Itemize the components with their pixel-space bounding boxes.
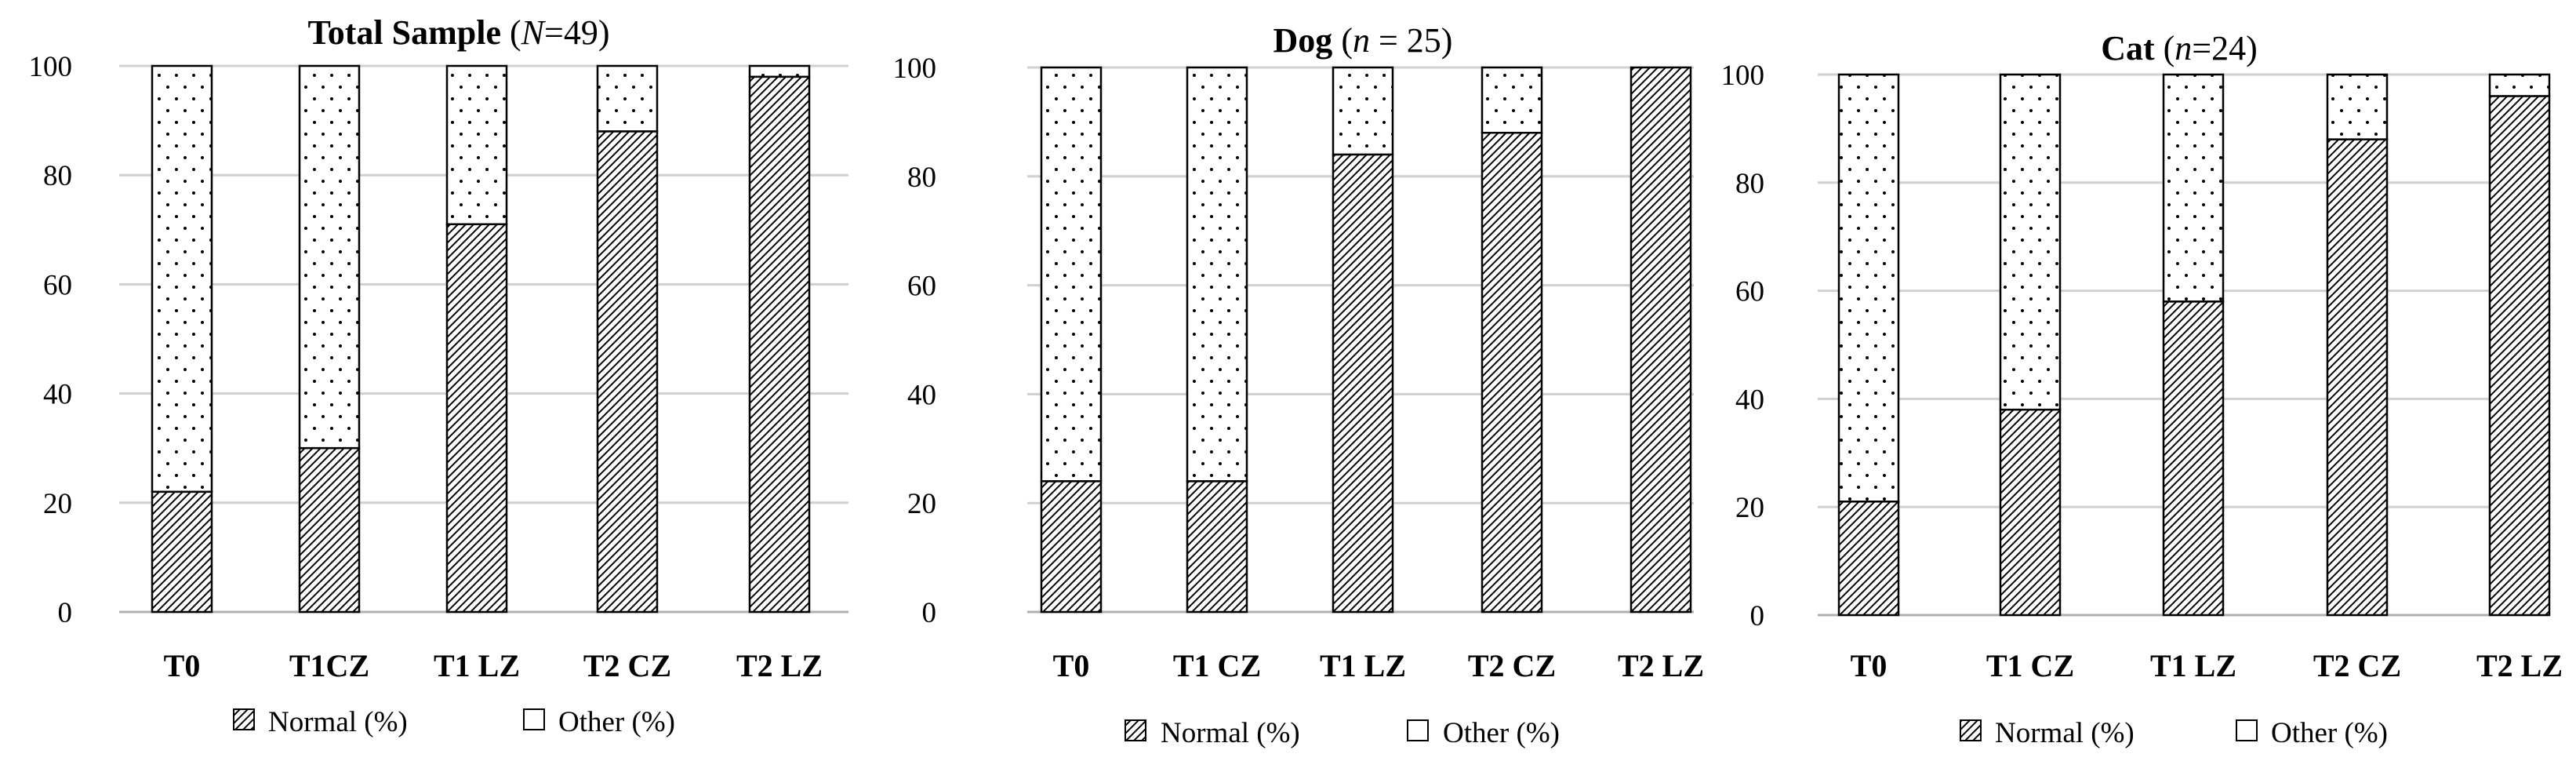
bar-normal-1 <box>151 490 213 614</box>
legend-label-normal: Normal (%) <box>1161 717 1300 749</box>
bar-normal-2 <box>1186 480 1248 614</box>
bar-other-4 <box>1481 66 1543 134</box>
y-tick-label: 40 <box>1735 384 1764 416</box>
legend-label-normal: Normal (%) <box>268 706 408 738</box>
bar-normal-3 <box>445 223 508 614</box>
y-tick-label: 100 <box>893 53 937 85</box>
chart-title-paren-open: ( <box>510 13 521 52</box>
y-tick-label: 100 <box>29 51 73 83</box>
x-category-label: T2 LZ <box>736 648 823 683</box>
x-category-label: T2 CZ <box>2313 648 2401 683</box>
bar-normal-3 <box>2162 300 2225 617</box>
chart-title-n-value: =24 <box>2192 29 2246 67</box>
chart-title-paren-close: ) <box>598 13 610 52</box>
legend: Normal (%) Other (%) <box>1125 717 1560 749</box>
bar-other-1 <box>1837 73 1900 503</box>
chart-title-n-variable: n <box>2175 29 2192 67</box>
x-category-label: T1 CZ <box>1986 648 2074 683</box>
chart-title-paren-open: ( <box>2164 29 2175 67</box>
bar-normal-4 <box>1481 132 1543 614</box>
chart-panel-1: 0 20 40 60 80 100 T0 T1CZ T1 LZ T2 CZ T2 LZ Total S… <box>29 13 848 738</box>
y-tick-label: 0 <box>922 597 937 629</box>
bar-normal-4 <box>596 130 659 614</box>
bar-other-5 <box>748 64 811 78</box>
legend: Normal (%) Other (%) <box>1960 717 2388 749</box>
chart-title-paren-close: ) <box>1441 21 1453 60</box>
legend-label-other: Other (%) <box>1443 717 1560 749</box>
chart-title-paren-open: ( <box>1341 21 1353 60</box>
x-category-label: T1 CZ <box>1173 648 1261 683</box>
x-category-label: T2 CZ <box>1468 648 1556 683</box>
bar-other-2 <box>1999 73 2062 411</box>
bar-other-1 <box>151 64 213 493</box>
y-tick-label: 60 <box>1735 276 1764 308</box>
y-tick-label: 20 <box>907 488 936 520</box>
bar-other-2 <box>1186 66 1248 482</box>
x-category-label: T0 <box>1053 648 1090 683</box>
chart-title-n-value: = 25 <box>1370 21 1441 60</box>
bar-other-4 <box>596 64 659 133</box>
legend-swatch-other <box>523 708 545 730</box>
chart-title: Cat (n=24) <box>2101 29 2258 67</box>
chart-title-n-variable: n <box>1353 21 1370 60</box>
bar-normal-2 <box>1999 408 2062 617</box>
chart-panel-2: 0 20 40 60 80 100 T0 T1 CZ T1 LZ T2 CZ T2 LZ Dog (n… <box>893 21 1705 749</box>
legend-swatch-normal <box>233 708 255 730</box>
bar-normal-1 <box>1837 501 1900 617</box>
bar-normal-5 <box>748 75 811 614</box>
bar-other-5 <box>2488 73 2551 97</box>
chart-title-paren-close: ) <box>2246 29 2258 67</box>
chart-title-n-variable: N <box>521 13 547 52</box>
y-tick-label: 80 <box>1735 168 1764 200</box>
legend-swatch-normal <box>1125 719 1146 741</box>
bar-other-1 <box>1040 66 1103 482</box>
x-category-label: T1 LZ <box>434 648 520 683</box>
x-category-label: T2 CZ <box>583 648 671 683</box>
y-tick-label: 60 <box>43 269 72 301</box>
legend: Normal (%) Other (%) <box>233 706 675 738</box>
y-tick-label: 0 <box>1750 600 1765 632</box>
chart-title: Dog (n = 25) <box>1273 21 1453 60</box>
y-tick-label: 100 <box>1721 60 1765 92</box>
legend-label-other: Other (%) <box>558 706 675 738</box>
bar-normal-2 <box>298 446 361 614</box>
y-tick-label: 20 <box>43 488 72 520</box>
bar-normal-5 <box>1630 66 1692 614</box>
bar-normal-4 <box>2326 138 2389 617</box>
bar-normal-5 <box>2488 95 2551 617</box>
x-category-label: T1CZ <box>289 648 369 683</box>
y-tick-label: 60 <box>907 271 936 303</box>
x-category-label: T1 LZ <box>2150 648 2236 683</box>
y-tick-label: 80 <box>43 160 72 192</box>
y-tick-label: 80 <box>907 162 936 194</box>
x-category-label: T1 LZ <box>1320 648 1406 683</box>
legend-swatch-other <box>2236 719 2258 741</box>
bar-normal-1 <box>1040 480 1103 614</box>
x-category-label: T2 LZ <box>1618 648 1704 683</box>
bar-other-3 <box>2162 73 2225 303</box>
legend-swatch-other <box>1407 719 1429 741</box>
bar-other-3 <box>445 64 508 226</box>
bar-normal-3 <box>1332 153 1394 614</box>
chart-title-main: Dog <box>1273 21 1342 60</box>
x-category-label: T0 <box>164 648 201 683</box>
x-category-label: T2 LZ <box>2476 648 2563 683</box>
y-tick-label: 0 <box>58 597 73 629</box>
bar-other-3 <box>1332 66 1394 156</box>
legend-swatch-normal <box>1960 719 1982 741</box>
chart-title-n-value: =49 <box>544 13 598 52</box>
chart-panel-3: 0 20 40 60 80 100 T0 T1 CZ T1 LZ T2 CZ T2 LZ Cat (n… <box>1721 29 2563 749</box>
x-category-label: T0 <box>1851 648 1887 683</box>
bar-other-4 <box>2326 73 2389 140</box>
y-tick-label: 40 <box>43 379 72 411</box>
legend-label-other: Other (%) <box>2271 717 2388 749</box>
chart-title-main: Total Sample <box>307 13 510 52</box>
legend-label-normal: Normal (%) <box>1995 717 2135 749</box>
chart-title: Total Sample (N=49) <box>307 13 609 52</box>
y-tick-label: 20 <box>1735 492 1764 524</box>
chart-title-main: Cat <box>2101 29 2163 67</box>
y-tick-label: 40 <box>907 379 936 411</box>
bar-other-2 <box>298 64 361 450</box>
